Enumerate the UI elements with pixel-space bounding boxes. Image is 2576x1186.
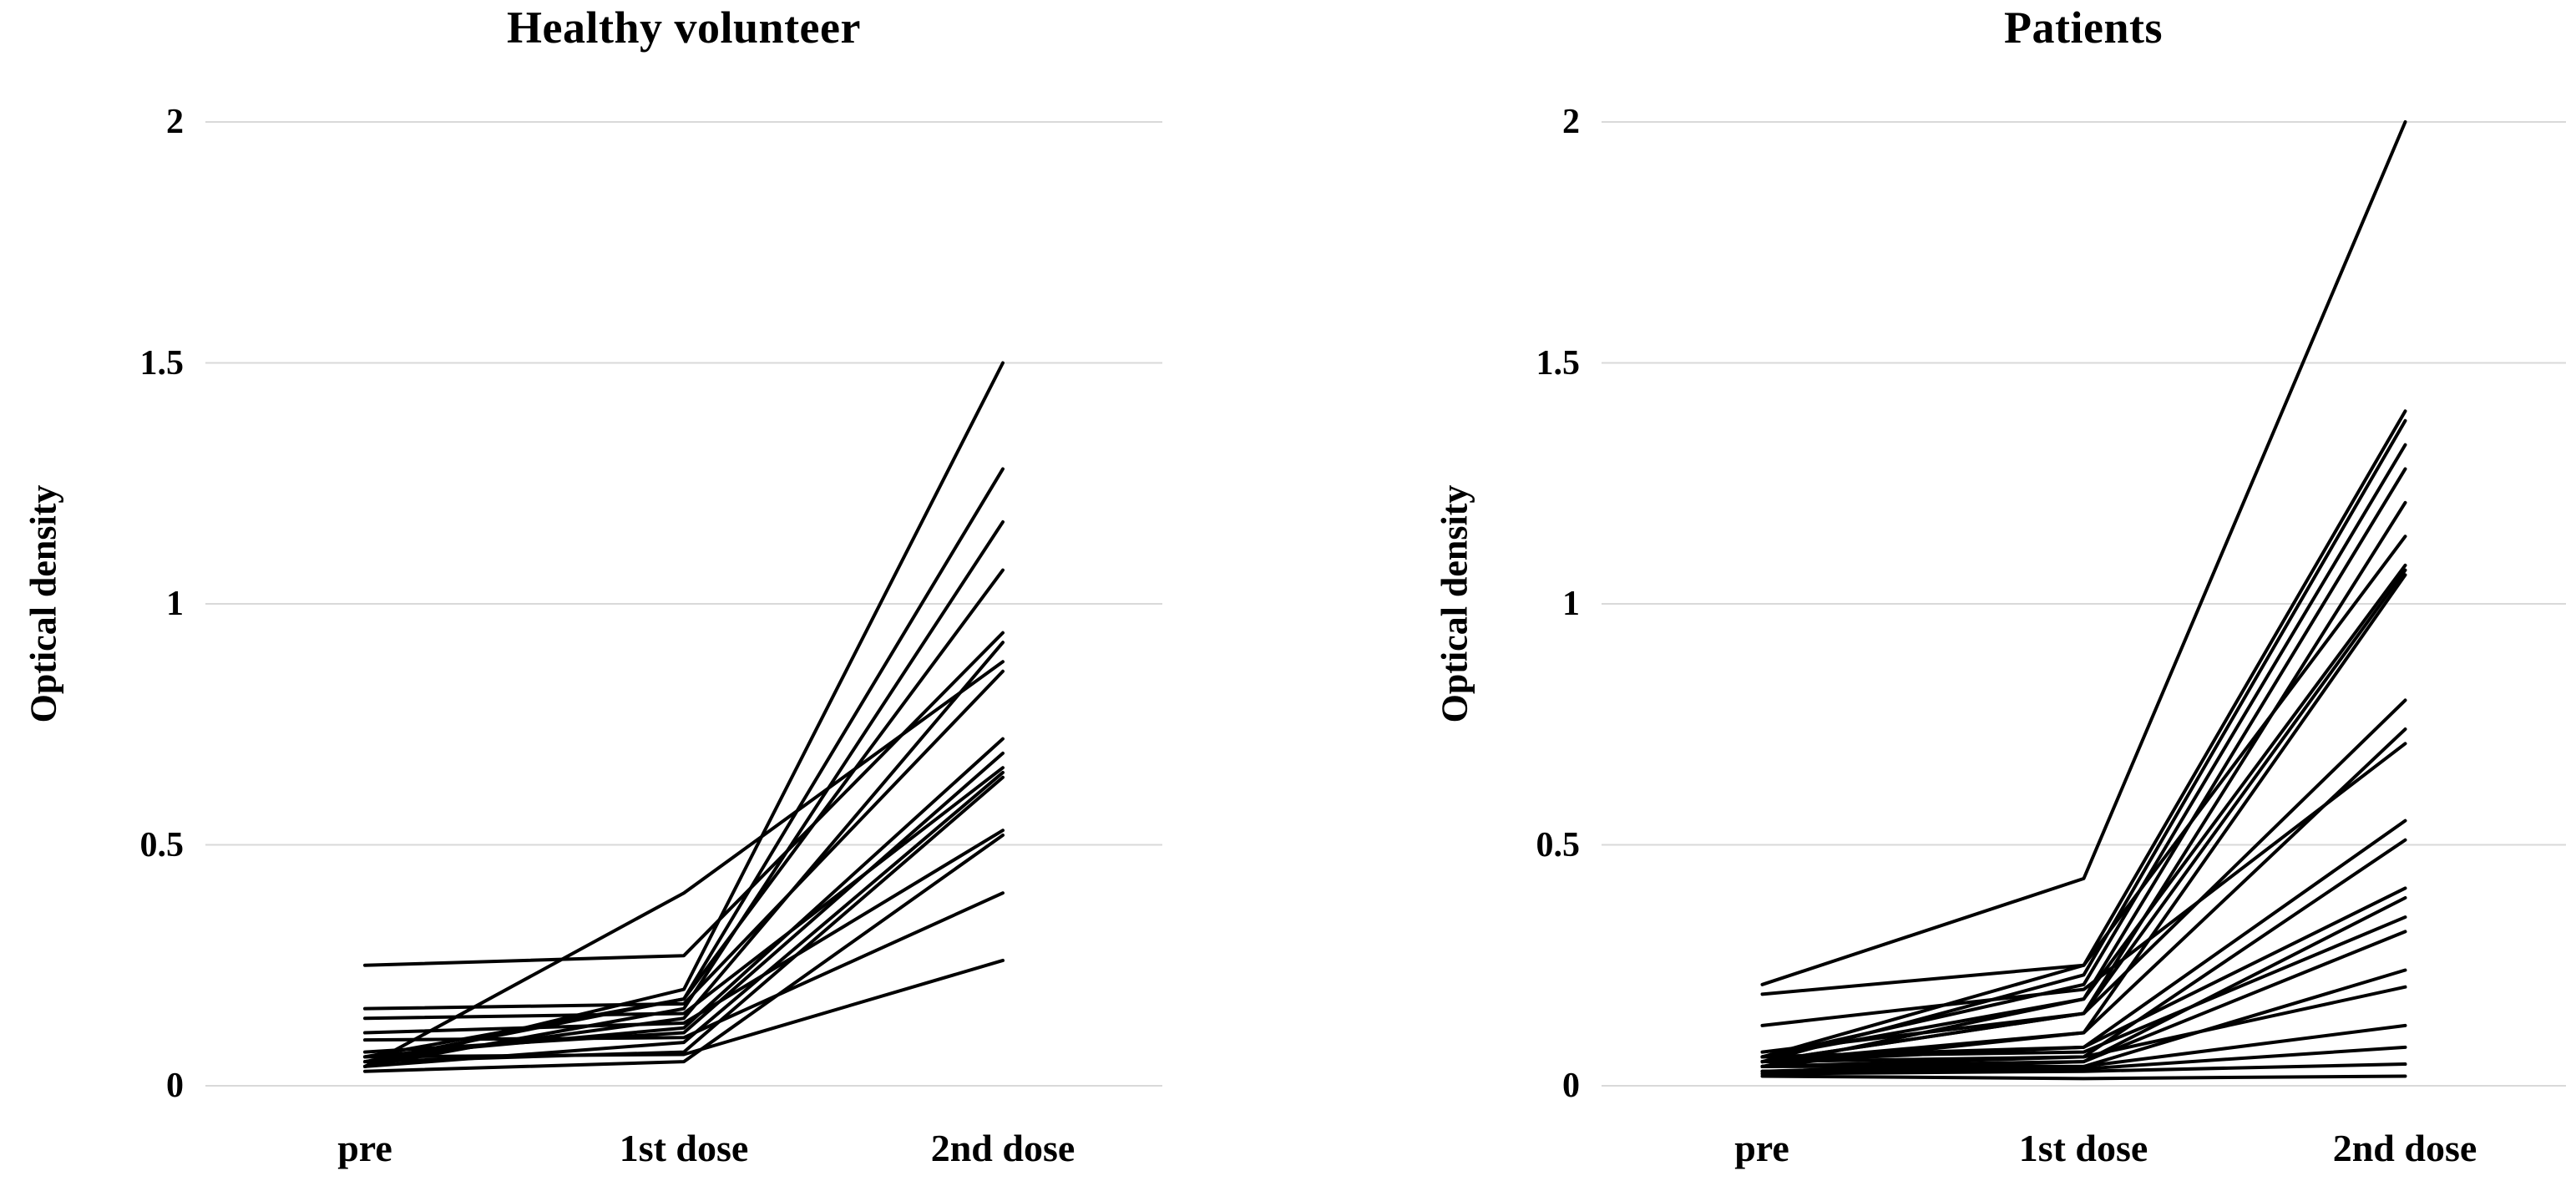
series-line: [1760, 1023, 2407, 1068]
x-tick-2nd-dose-right: 2nd dose: [2332, 1127, 2477, 1169]
y-tick-label: 0.5: [1536, 825, 1581, 864]
series-line: [1760, 985, 2407, 1064]
x-tick-pre-left: pre: [337, 1127, 392, 1169]
series-line: [1760, 443, 2407, 1059]
x-tick-1st-dose-right: 1st dose: [2018, 1127, 2148, 1169]
series-line: [1760, 409, 2407, 1059]
series-line: [363, 766, 1005, 1021]
series-line: [1760, 1062, 2407, 1076]
panel-title-healthy-volunteer: Healthy volunteer: [507, 3, 861, 53]
series-line: [1760, 535, 2407, 996]
series-line: [1760, 698, 2407, 1054]
series-line: [363, 568, 1005, 1059]
y-tick-label: 1: [166, 585, 184, 623]
series-line: [363, 467, 1005, 1064]
y-tick-label: 0: [166, 1067, 184, 1105]
panel-title-patients: Patients: [2004, 3, 2163, 53]
series-line: [363, 833, 1005, 1073]
series-line: [1760, 742, 2407, 1027]
series-line: [363, 891, 1005, 1042]
y-tick-label: 0.5: [139, 825, 185, 864]
series-line: [1760, 1074, 2407, 1081]
series-line: [1760, 1045, 2407, 1073]
series-line: [363, 775, 1005, 1064]
y-tick-label: 1: [1562, 585, 1580, 623]
y-tick-label: 1.5: [139, 343, 185, 383]
series-line: [1760, 915, 2407, 1059]
x-tick-pre-right: pre: [1734, 1127, 1789, 1169]
y-tick-label: 1.5: [1536, 343, 1581, 383]
y-tick-label: 2: [166, 103, 184, 141]
plot-area-patients: [1602, 120, 2566, 1087]
series-line: [1760, 120, 2407, 986]
series-line: [363, 669, 1005, 1011]
plot-area-healthy-volunteer: [205, 121, 1162, 1087]
series-line: [363, 829, 1005, 1035]
y-tick-label: 0: [1562, 1067, 1580, 1105]
y-tick-label: 2: [1562, 103, 1580, 141]
series-line: [1760, 467, 2407, 1068]
series-line: [1760, 819, 2407, 1059]
series-line: [363, 751, 1005, 1054]
x-tick-1st-dose-left: 1st dose: [619, 1127, 749, 1169]
series-line: [363, 631, 1005, 967]
x-tick-2nd-dose-left: 2nd dose: [930, 1127, 1075, 1169]
series-line: [363, 958, 1005, 1059]
